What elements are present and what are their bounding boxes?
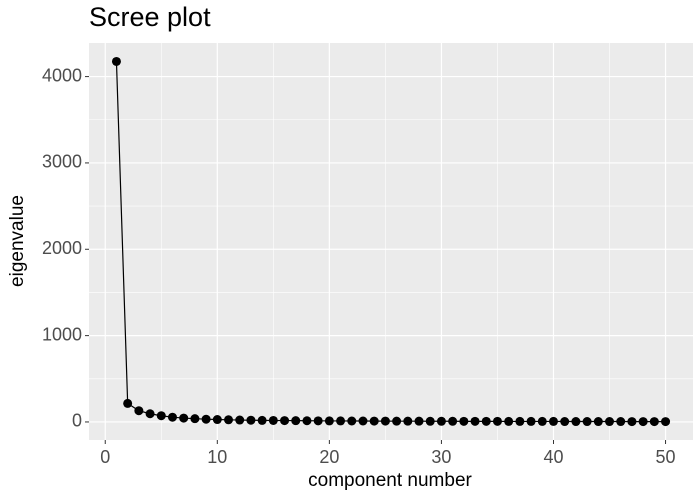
x-axis-title: component number — [308, 470, 472, 491]
point — [627, 417, 637, 427]
x-tick-label: 50 — [656, 447, 676, 467]
point — [257, 415, 267, 425]
x-tick-label: 0 — [100, 447, 110, 467]
chart-title: Scree plot — [89, 2, 211, 32]
point — [145, 409, 155, 419]
point — [548, 416, 558, 426]
point — [134, 406, 144, 416]
x-tick-label: 20 — [319, 447, 339, 467]
y-axis-title: eigenvalue — [7, 195, 28, 287]
point — [392, 416, 402, 426]
point — [425, 416, 435, 426]
point — [336, 416, 346, 426]
point — [212, 415, 222, 425]
point — [179, 413, 189, 423]
point — [414, 416, 424, 426]
point — [324, 416, 334, 426]
point — [268, 415, 278, 425]
point — [224, 415, 234, 425]
point — [280, 416, 290, 426]
point — [560, 417, 570, 427]
x-tick-label: 10 — [207, 447, 227, 467]
y-tick-label: 0 — [72, 411, 82, 431]
point — [649, 417, 659, 427]
point — [616, 417, 626, 427]
point — [504, 416, 514, 426]
point — [537, 416, 547, 426]
point — [593, 417, 603, 427]
y-tick-label: 2000 — [42, 238, 82, 258]
point — [190, 414, 200, 424]
point — [358, 416, 368, 426]
point — [111, 56, 121, 66]
point — [638, 417, 648, 427]
point — [380, 416, 390, 426]
y-tick-label: 1000 — [42, 324, 82, 344]
panel — [89, 43, 693, 440]
point — [246, 415, 256, 425]
point — [470, 416, 480, 426]
point — [582, 417, 592, 427]
point — [291, 416, 301, 426]
point — [526, 416, 536, 426]
point — [448, 416, 458, 426]
point — [167, 412, 177, 422]
point — [459, 416, 469, 426]
point — [369, 416, 379, 426]
point — [156, 411, 166, 421]
point — [571, 417, 581, 427]
point — [123, 398, 133, 408]
y-tick-label: 3000 — [42, 152, 82, 172]
x-tick-label: 40 — [543, 447, 563, 467]
point — [481, 416, 491, 426]
point — [515, 416, 525, 426]
point — [313, 416, 323, 426]
point — [403, 416, 413, 426]
point — [605, 417, 615, 427]
point — [492, 416, 502, 426]
point — [347, 416, 357, 426]
point — [661, 417, 671, 427]
y-tick-label: 4000 — [42, 65, 82, 85]
point — [201, 414, 211, 424]
point — [302, 416, 312, 426]
point — [235, 415, 245, 425]
x-tick-label: 30 — [431, 447, 451, 467]
point — [436, 416, 446, 426]
